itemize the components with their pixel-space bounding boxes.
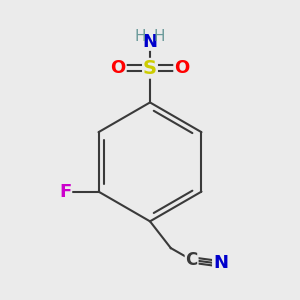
Text: H: H: [154, 29, 165, 44]
Text: S: S: [143, 59, 157, 78]
Text: F: F: [59, 183, 71, 201]
Text: O: O: [174, 59, 189, 77]
Text: C: C: [185, 251, 198, 269]
Text: N: N: [142, 32, 158, 50]
Text: O: O: [111, 59, 126, 77]
Text: N: N: [213, 254, 228, 272]
Text: H: H: [135, 29, 146, 44]
